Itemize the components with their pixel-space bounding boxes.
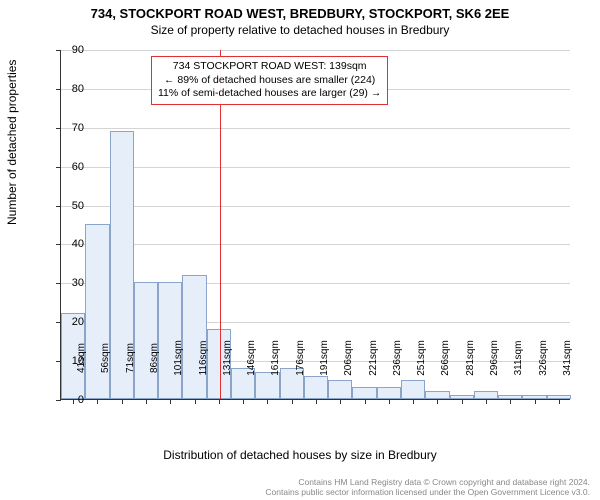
- xtick-mark: [486, 399, 487, 404]
- xtick-mark: [413, 399, 414, 404]
- chart-container: 734, STOCKPORT ROAD WEST, BREDBURY, STOC…: [0, 0, 600, 500]
- annot-line2: ← 89% of detached houses are smaller (22…: [164, 74, 375, 86]
- xtick-label: 101sqm: [173, 340, 184, 376]
- bar-11: [328, 380, 352, 399]
- ytick-label: 70: [54, 122, 84, 134]
- ytick-label: 30: [54, 277, 84, 289]
- xtick-label: 116sqm: [198, 341, 209, 376]
- gridline: [61, 128, 570, 129]
- xtick-mark: [510, 399, 511, 404]
- ytick-label: 50: [54, 200, 84, 212]
- bar-10: [304, 376, 328, 399]
- xtick-mark: [195, 399, 196, 404]
- footer-line1: Contains HM Land Registry data © Crown c…: [298, 477, 590, 487]
- bar-17: [474, 391, 498, 399]
- xtick-label: 161sqm: [270, 340, 281, 376]
- xtick-mark: [340, 399, 341, 404]
- xtick-label: 251sqm: [416, 340, 427, 376]
- xtick-label: 236sqm: [392, 340, 403, 376]
- ytick-label: 80: [54, 83, 84, 95]
- xtick-mark: [267, 399, 268, 404]
- bar-13: [377, 387, 401, 399]
- xtick-mark: [535, 399, 536, 404]
- xtick-mark: [292, 399, 293, 404]
- x-axis-label: Distribution of detached houses by size …: [0, 448, 600, 462]
- xtick-label: 146sqm: [246, 340, 257, 376]
- xtick-mark: [462, 399, 463, 404]
- footer-attribution: Contains HM Land Registry data © Crown c…: [265, 477, 590, 497]
- xtick-label: 131sqm: [222, 340, 233, 376]
- xtick-mark: [559, 399, 560, 404]
- xtick-label: 191sqm: [319, 340, 330, 376]
- xtick-label: 326sqm: [538, 340, 549, 376]
- gridline: [61, 206, 570, 207]
- gridline: [61, 50, 570, 51]
- annotation-box: 734 STOCKPORT ROAD WEST: 139sqm ← 89% of …: [151, 56, 388, 105]
- ytick-label: 20: [54, 316, 84, 328]
- xtick-mark: [437, 399, 438, 404]
- gridline: [61, 167, 570, 168]
- annot-line3: 11% of semi-detached houses are larger (…: [158, 87, 381, 99]
- bar-14: [401, 380, 425, 399]
- xtick-label: 266sqm: [440, 340, 451, 376]
- ytick-label: 0: [54, 394, 84, 406]
- gridline: [61, 244, 570, 245]
- xtick-mark: [170, 399, 171, 404]
- bar-5: [182, 275, 206, 399]
- xtick-mark: [219, 399, 220, 404]
- xtick-label: 41sqm: [76, 343, 87, 373]
- xtick-mark: [365, 399, 366, 404]
- ytick-label: 90: [54, 44, 84, 56]
- bar-8: [255, 372, 279, 399]
- xtick-label: 296sqm: [489, 340, 500, 376]
- xtick-label: 341sqm: [562, 340, 573, 376]
- xtick-label: 206sqm: [343, 340, 354, 376]
- bar-15: [425, 391, 449, 399]
- bar-12: [352, 387, 376, 399]
- xtick-mark: [122, 399, 123, 404]
- xtick-mark: [146, 399, 147, 404]
- xtick-label: 281sqm: [465, 340, 476, 376]
- xtick-mark: [389, 399, 390, 404]
- ytick-label: 40: [54, 238, 84, 250]
- xtick-label: 56sqm: [100, 343, 111, 373]
- title-sub: Size of property relative to detached ho…: [0, 23, 600, 37]
- y-axis-label: Number of detached properties: [5, 60, 19, 225]
- title-main: 734, STOCKPORT ROAD WEST, BREDBURY, STOC…: [0, 0, 600, 21]
- xtick-mark: [316, 399, 317, 404]
- xtick-mark: [243, 399, 244, 404]
- xtick-label: 176sqm: [295, 340, 306, 376]
- xtick-label: 311sqm: [513, 341, 524, 376]
- xtick-label: 221sqm: [368, 340, 379, 376]
- ytick-label: 60: [54, 161, 84, 173]
- annot-line1: 734 STOCKPORT ROAD WEST: 139sqm: [173, 60, 367, 72]
- bar-3: [134, 282, 158, 399]
- xtick-mark: [97, 399, 98, 404]
- xtick-label: 71sqm: [125, 343, 136, 373]
- footer-line2: Contains public sector information licen…: [265, 487, 590, 497]
- xtick-label: 86sqm: [149, 343, 160, 373]
